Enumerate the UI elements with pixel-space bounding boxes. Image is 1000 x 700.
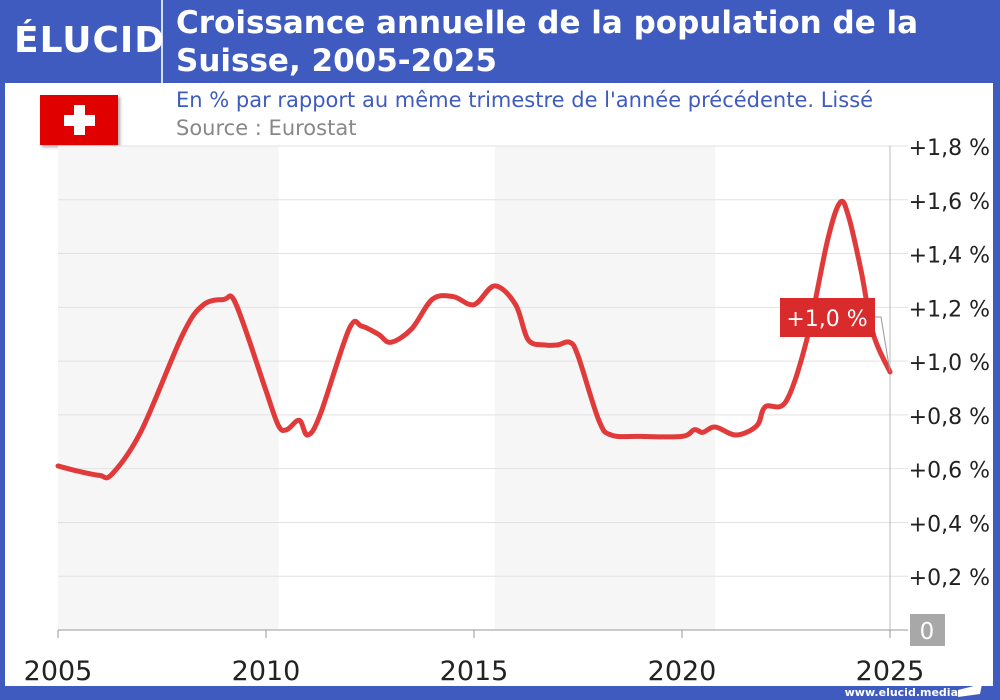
y-tick-label: +1,0 % [909,351,990,376]
chart-title: Croissance annuelle de la population de … [176,5,919,79]
x-tick-label: 2010 [232,656,301,687]
chart-source: Source : Eurostat [176,116,357,140]
annotation-leader [875,316,891,372]
series-line [55,198,893,481]
elucid-logo: ÉLUCID [14,20,166,61]
x-tick-label: 2020 [648,656,717,687]
shaded-band [58,146,279,630]
annotation-box [780,298,875,337]
y-tick-label: +1,8 % [909,136,990,161]
header-divider [161,0,163,83]
x-tick-label: 2025 [856,656,925,687]
x-tick-label: 2005 [24,656,93,687]
shaded-band [494,146,716,630]
swiss-flag-icon [40,95,118,145]
y-tick-label: +0,4 % [909,512,990,537]
y-tick-label: +0,6 % [909,459,990,484]
y-tick-label: +1,6 % [909,190,990,215]
y-tick-label: 0 [920,619,935,645]
y-tick-label: +1,2 % [909,297,990,322]
annotation-label: +1,0 % [786,307,867,332]
chart-subtitle: En % par rapport au même trimestre de l'… [176,88,874,112]
zero-label-box [910,614,945,646]
y-tick-label: +1,4 % [909,244,990,269]
y-tick-label: +0,8 % [909,405,990,430]
y-tick-label: +0,2 % [909,566,990,591]
x-tick-label: 2015 [440,656,509,687]
footer-url[interactable]: www.elucid.media [844,686,958,699]
